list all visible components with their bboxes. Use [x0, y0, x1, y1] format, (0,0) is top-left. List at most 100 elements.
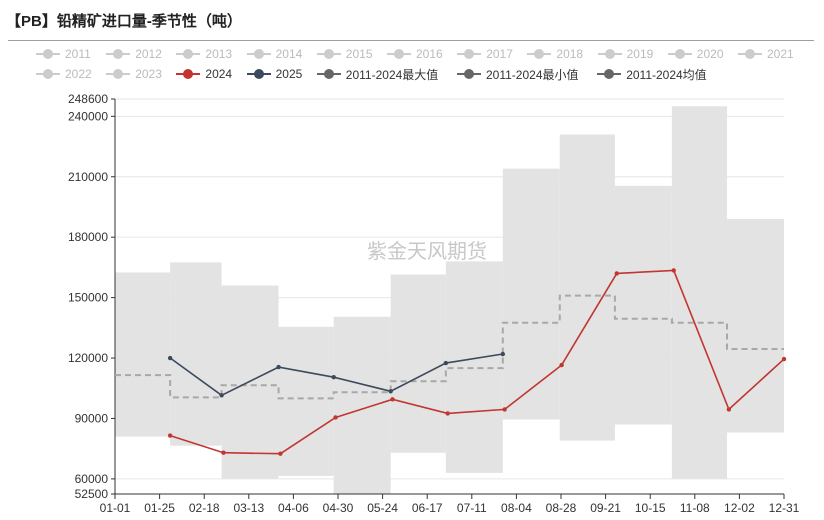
legend-item-2021[interactable]: 2021 — [738, 46, 794, 62]
x-tick-label: 08-04 — [501, 501, 532, 515]
series-line-2011-2024均值 — [115, 294, 784, 400]
legend-marker-icon — [457, 67, 481, 81]
legend-marker-icon — [246, 67, 271, 81]
legend-label: 2024 — [205, 67, 233, 81]
y-tick-label: 90000 — [75, 411, 109, 425]
legend-label: 2012 — [135, 47, 162, 61]
max-min-band-segment — [559, 134, 615, 441]
data-point-2024 — [502, 407, 507, 412]
data-point-2025 — [500, 351, 505, 357]
series-line-2024 — [169, 269, 785, 455]
legend-label: 2014 — [275, 47, 303, 61]
title-divider — [8, 40, 814, 41]
legend-item-2023[interactable]: 2023 — [106, 66, 162, 82]
legend-item-2015[interactable]: 2015 — [316, 46, 373, 62]
legend-label: 2022 — [65, 67, 92, 81]
max-min-band-segment — [390, 274, 446, 453]
x-tick-label: 03-13 — [233, 501, 264, 515]
y-tick-label: 52500 — [75, 487, 109, 501]
max-min-band-segment — [278, 326, 334, 476]
data-point-2025 — [443, 360, 449, 366]
y-tick-label: 120000 — [68, 351, 108, 365]
legend-item-2017[interactable]: 2017 — [457, 46, 513, 62]
legend-item-2014[interactable]: 2014 — [246, 46, 303, 62]
legend-item-2025[interactable]: 2025 — [246, 66, 303, 82]
max-min-band-segment — [671, 106, 728, 479]
y-tick-label: 180000 — [68, 230, 108, 244]
data-point-2025 — [219, 393, 224, 398]
legend-marker-icon — [316, 47, 341, 61]
x-tick-label: 04-06 — [278, 501, 309, 515]
legend-label: 2011-2024最大值 — [345, 67, 439, 82]
legend-item-2011[interactable]: 2011 — [36, 46, 91, 62]
legend-item-2019[interactable]: 2019 — [597, 46, 653, 62]
data-point-2025 — [167, 355, 173, 361]
legend-label: 2015 — [345, 47, 373, 61]
x-tick-label: 02-18 — [189, 501, 220, 515]
x-tick-label: 12-31 — [769, 501, 800, 515]
legend-label: 2020 — [696, 47, 724, 61]
legend-marker-icon — [36, 67, 60, 81]
legend-label: 2018 — [556, 47, 584, 61]
legend-item-2012[interactable]: 2012 — [106, 46, 162, 62]
data-point-2025 — [276, 364, 281, 370]
data-point-2024 — [390, 397, 395, 402]
legend-item-2020[interactable]: 2020 — [667, 46, 724, 62]
legend-marker-icon — [106, 67, 131, 81]
data-point-2024 — [167, 433, 173, 438]
legend-label: 2025 — [275, 67, 303, 81]
max-min-band-segment — [502, 168, 560, 420]
y-tick-label: 248600 — [68, 92, 108, 106]
x-tick-label: 01-25 — [144, 501, 175, 515]
legend-item-2011-2024均值[interactable]: 2011-2024均值 — [597, 66, 707, 82]
legend-item-2013[interactable]: 2013 — [176, 46, 232, 62]
chart-title: 【PB】铅精矿进口量-季节性（吨） — [6, 13, 242, 30]
data-point-2024 — [781, 356, 787, 362]
legend-marker-icon — [457, 47, 482, 61]
x-tick-label: 04-30 — [323, 501, 354, 515]
x-tick-label: 12-02 — [724, 501, 755, 515]
legend-marker-icon — [597, 47, 622, 61]
legend-marker-icon — [738, 47, 762, 61]
data-point-2024 — [559, 362, 564, 368]
max-min-band-segment — [115, 272, 171, 437]
data-point-2024 — [278, 451, 283, 456]
legend: 2011 2012 2013 2014 2015 2016 2017 2018 2019 2020… — [0, 44, 824, 84]
data-point-2024 — [671, 268, 676, 273]
data-point-2024 — [614, 271, 619, 276]
max-min-band-segment — [221, 285, 279, 479]
legend-item-2011-2024最小值[interactable]: 2011-2024最小值 — [457, 66, 579, 82]
legend-label: 2023 — [135, 67, 162, 81]
data-point-2024 — [445, 411, 450, 416]
legend-marker-icon — [527, 47, 552, 61]
x-tick-label: 10-15 — [635, 501, 666, 515]
y-tick-label: 210000 — [68, 170, 108, 184]
legend-label: 2011-2024最小值 — [486, 67, 579, 82]
max-min-band-segment — [614, 185, 672, 425]
x-tick-label: 11-08 — [680, 501, 710, 515]
legend-marker-icon — [597, 67, 622, 81]
y-tick-label: 150000 — [68, 291, 108, 305]
y-tick-label: 60000 — [75, 472, 109, 486]
legend-label: 2017 — [486, 47, 513, 61]
legend-item-2018[interactable]: 2018 — [527, 46, 583, 62]
legend-item-2011-2024最大值[interactable]: 2011-2024最大值 — [316, 66, 439, 82]
x-tick-label: 09-21 — [590, 501, 621, 515]
watermark: 紫金天风期货 — [367, 239, 487, 263]
legend-marker-icon — [176, 47, 201, 61]
legend-item-2024[interactable]: 2024 — [176, 66, 232, 82]
legend-item-2016[interactable]: 2016 — [387, 46, 443, 62]
y-tick-label: 240000 — [68, 109, 108, 123]
x-tick-label: 07-11 — [457, 501, 487, 515]
max-min-band-segment — [727, 219, 784, 433]
max-min-band-segment — [170, 262, 222, 446]
legend-marker-icon — [176, 67, 201, 81]
legend-marker-icon — [667, 47, 692, 61]
legend-item-2022[interactable]: 2022 — [36, 66, 92, 82]
max-min-band-segment — [333, 316, 391, 494]
legend-label: 2011-2024均值 — [626, 67, 707, 82]
data-point-2024 — [726, 407, 732, 412]
legend-label: 2016 — [416, 47, 443, 61]
legend-marker-icon — [106, 47, 131, 61]
